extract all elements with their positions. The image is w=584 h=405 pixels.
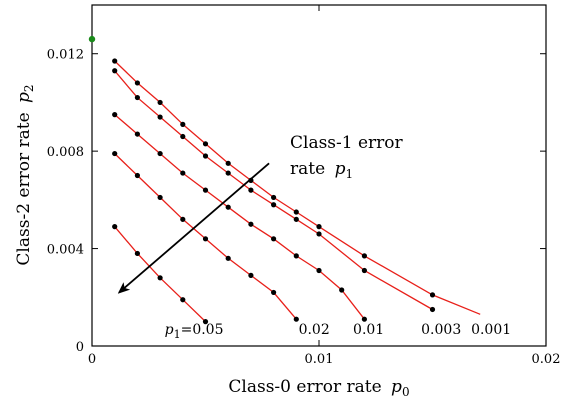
data-point [225,160,231,166]
y-tick-label: 0 [76,340,84,355]
y-tick-label: 0.012 [47,48,84,63]
data-point [316,224,322,230]
data-point [112,150,118,157]
x-tick-label: 0.01 [305,352,334,367]
data-point [112,224,118,230]
curve-p1-0.05 [114,226,206,323]
data-point [202,141,209,147]
data-point [112,68,118,74]
data-point [248,221,254,227]
x-axis-label: Class-0 error rate p0 [228,377,409,399]
data-point [429,306,436,313]
data-point [225,204,231,210]
curve-label-0.05: p1=0.05 [165,322,224,341]
data-point [202,319,209,325]
x-tick-label: 0 [88,352,96,367]
data-point [271,194,277,201]
curve-p1-0.001 [114,60,481,315]
annotation-arrow [117,162,270,294]
data-point [180,297,186,303]
data-point [112,112,118,118]
y-tick-label: 0.008 [47,145,84,160]
data-point [271,236,277,242]
curves [114,60,481,323]
data-point [157,114,163,120]
data-point [248,272,254,278]
data-point [157,275,163,281]
data-point [361,316,367,322]
curve-label-0.01: 0.01 [353,322,384,338]
data-point [293,316,299,322]
annotation-line1: Class-1 error [290,133,404,153]
data-point [202,236,209,242]
data-point [134,172,140,179]
data-point [157,99,163,106]
data-point [248,187,254,193]
data-point [157,194,163,201]
curve-p1-0.01 [114,114,365,320]
data-point [202,153,209,159]
data-point [134,80,140,86]
y-ticks: 0 0.004 0.008 0.012 [47,48,546,355]
data-point [361,267,367,274]
data-point [225,170,231,176]
data-point [180,170,186,176]
annotation-line2: rate p1 [290,159,353,181]
highlight-point [88,35,96,43]
data-point [180,133,186,140]
data-point [112,58,118,64]
data-point [271,202,277,208]
data-point [293,253,299,259]
curve-label-0.003: 0.003 [421,322,461,338]
data-point [293,209,299,215]
curve-label-0.02: 0.02 [299,322,330,338]
data-points [112,58,436,325]
data-point [157,150,163,157]
data-point [180,216,186,222]
data-point [271,289,277,296]
data-point [293,216,299,222]
y-axis-label: Class-2 error rate p2 [14,84,36,265]
data-point [225,255,231,261]
data-point [180,121,186,127]
data-point [316,231,322,237]
data-point [134,131,140,137]
curve-p1-0.003 [114,70,433,311]
x-ticks: 0 0.01 0.02 [88,5,561,367]
data-point [134,94,140,101]
y-tick-label: 0.004 [47,243,84,258]
data-point [361,253,367,259]
curve-label-0.001: 0.001 [471,322,511,338]
data-point [339,287,345,293]
data-point [202,187,209,193]
curve-labels: p1=0.05 0.02 0.01 0.003 0.001 [165,322,512,341]
data-point [316,267,322,274]
x-tick-label: 0.02 [532,352,561,367]
data-point [429,292,436,298]
data-point [134,250,140,257]
